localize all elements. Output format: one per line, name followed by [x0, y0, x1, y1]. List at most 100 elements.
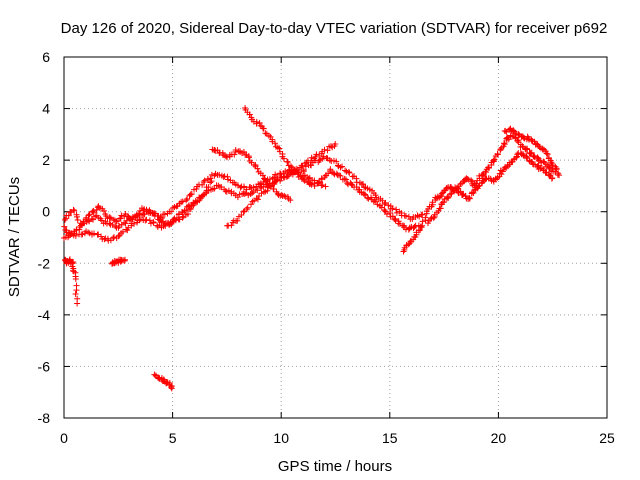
plot-frame — [63, 56, 608, 419]
data-point — [349, 173, 356, 180]
data-point — [61, 216, 68, 223]
x-tick-label: 5 — [169, 430, 177, 446]
data-point — [90, 216, 97, 223]
data-point — [287, 163, 294, 170]
data-point — [454, 185, 461, 192]
data-point — [490, 157, 497, 164]
data-point — [534, 154, 541, 161]
data-point — [318, 182, 325, 189]
data-point — [274, 176, 281, 183]
data-point — [262, 130, 269, 137]
series-track-k — [109, 256, 128, 267]
data-point — [90, 207, 97, 214]
data-point — [498, 171, 505, 178]
y-tick-label: -6 — [38, 358, 51, 374]
data-point — [161, 221, 168, 228]
data-point — [321, 146, 328, 153]
data-point — [389, 205, 396, 212]
data-point — [342, 167, 349, 174]
data-point — [121, 256, 128, 263]
grid — [64, 57, 607, 418]
data-point — [125, 224, 132, 231]
x-tick-label: 10 — [273, 430, 289, 446]
data-point — [445, 194, 452, 201]
data-point — [224, 173, 231, 180]
data-point — [301, 160, 308, 167]
data-point — [277, 177, 284, 184]
data-point — [199, 192, 206, 199]
data-point — [346, 169, 353, 176]
data-point — [107, 215, 114, 222]
data-point — [439, 190, 445, 197]
data-point — [232, 147, 239, 154]
data-point — [382, 208, 389, 215]
data-point — [392, 217, 399, 224]
data-point — [537, 157, 544, 164]
data-point — [365, 195, 372, 202]
data-point — [257, 184, 264, 191]
data-point — [536, 144, 543, 151]
data-point — [479, 171, 486, 178]
data-point — [513, 154, 520, 161]
data-point — [261, 175, 268, 182]
data-point — [470, 190, 477, 197]
data-point — [253, 120, 260, 127]
data-point — [254, 196, 261, 203]
data-point — [497, 146, 504, 153]
data-point — [548, 175, 555, 182]
data-point — [402, 212, 409, 219]
data-point — [348, 181, 355, 188]
data-point — [546, 172, 553, 179]
data-point — [312, 153, 319, 160]
data-point — [234, 217, 241, 224]
data-point — [245, 154, 252, 161]
axis-ticks: 0 5 10 15 20 25 -8 -6 -4 -2 0 2 4 6 — [38, 49, 615, 446]
series-track-d — [209, 146, 294, 204]
data-point — [302, 163, 309, 170]
series-track-c — [61, 178, 215, 229]
data-point — [256, 119, 263, 126]
data-point — [280, 155, 287, 162]
data-point — [485, 164, 492, 171]
series-track-e — [242, 105, 422, 233]
data-point — [332, 141, 339, 148]
data-point — [337, 172, 344, 179]
data-point — [553, 166, 560, 173]
y-axis-title: SDTVAR / TECUs — [6, 177, 23, 297]
data-point — [300, 167, 307, 174]
data-point — [248, 201, 255, 208]
data-point — [240, 208, 247, 215]
data-point — [116, 223, 123, 230]
data-point — [464, 175, 471, 182]
data-point — [155, 374, 162, 381]
data-point — [287, 197, 294, 204]
data-point — [466, 195, 473, 202]
data-point — [254, 187, 261, 194]
data-point — [183, 207, 190, 214]
data-point — [211, 185, 218, 192]
data-point — [339, 163, 346, 170]
data-point — [441, 199, 448, 206]
data-point — [379, 197, 386, 204]
data-point — [295, 169, 302, 176]
data-point — [183, 197, 190, 204]
data-point — [73, 213, 80, 220]
data-point — [300, 176, 307, 183]
data-point — [88, 215, 95, 222]
data-point — [179, 198, 186, 205]
data-point — [530, 153, 537, 160]
data-point — [85, 212, 92, 219]
series-track-l — [151, 371, 175, 392]
data-point — [74, 216, 81, 223]
data-point — [318, 175, 325, 182]
data-point — [468, 177, 475, 184]
data-point — [284, 158, 291, 165]
data-point — [168, 385, 175, 392]
data-point — [72, 291, 79, 298]
data-point — [308, 181, 315, 188]
series-track-h — [424, 150, 556, 227]
data-point — [336, 172, 343, 179]
data-point — [520, 152, 527, 159]
data-point — [184, 210, 191, 217]
